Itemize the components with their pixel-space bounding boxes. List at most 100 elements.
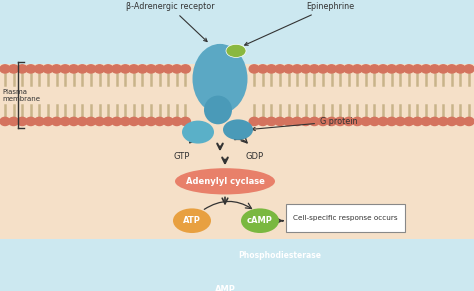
Bar [0,0,474,126]
Circle shape [352,65,362,73]
Ellipse shape [226,44,246,57]
Circle shape [26,65,36,73]
Circle shape [86,65,96,73]
Circle shape [369,65,380,73]
Text: cAMP: cAMP [247,216,273,225]
Circle shape [404,65,414,73]
Circle shape [301,65,311,73]
Text: Phosphodiesterase: Phosphodiesterase [238,251,321,260]
Ellipse shape [233,244,328,267]
Circle shape [421,65,431,73]
Ellipse shape [182,120,214,143]
Circle shape [60,65,70,73]
Circle shape [35,65,45,73]
Circle shape [266,117,276,125]
Text: β-Adrenergic receptor: β-Adrenergic receptor [126,2,214,42]
Circle shape [9,65,18,73]
Circle shape [283,117,293,125]
Circle shape [447,65,457,73]
Circle shape [129,117,139,125]
Circle shape [301,117,311,125]
Circle shape [155,65,164,73]
Circle shape [17,117,27,125]
Circle shape [258,117,268,125]
Circle shape [103,117,113,125]
Circle shape [327,117,337,125]
Circle shape [335,65,345,73]
Circle shape [172,117,182,125]
Circle shape [0,65,10,73]
Circle shape [17,65,27,73]
Text: AMP: AMP [215,285,236,291]
Circle shape [369,117,380,125]
Circle shape [318,117,328,125]
Circle shape [344,65,354,73]
Circle shape [112,65,122,73]
Circle shape [283,65,293,73]
Circle shape [327,65,337,73]
Circle shape [275,65,285,73]
Circle shape [172,65,182,73]
Circle shape [378,117,388,125]
Circle shape [352,117,362,125]
Circle shape [438,65,448,73]
Circle shape [9,117,18,125]
Circle shape [112,117,122,125]
FancyBboxPatch shape [286,204,405,232]
Circle shape [378,65,388,73]
Circle shape [447,117,457,125]
Circle shape [60,117,70,125]
Circle shape [456,65,465,73]
Ellipse shape [206,277,244,291]
Circle shape [387,65,397,73]
Circle shape [0,117,10,125]
Circle shape [258,65,268,73]
Ellipse shape [241,208,279,233]
Text: Plasma
membrane: Plasma membrane [2,89,40,102]
Circle shape [412,65,422,73]
Circle shape [137,117,147,125]
Circle shape [292,65,302,73]
Circle shape [361,117,371,125]
Circle shape [86,117,96,125]
Circle shape [404,117,414,125]
Circle shape [464,65,474,73]
Circle shape [77,65,87,73]
Circle shape [438,117,448,125]
Text: ATP: ATP [183,216,201,225]
Circle shape [155,117,164,125]
Circle shape [249,117,259,125]
Circle shape [292,117,302,125]
Text: G protein: G protein [252,117,357,131]
Circle shape [335,117,345,125]
Circle shape [163,65,173,73]
Circle shape [181,65,191,73]
Circle shape [266,65,276,73]
Circle shape [69,117,79,125]
Circle shape [361,65,371,73]
Bar [0,64,474,239]
Text: Epinephrine: Epinephrine [245,2,354,45]
Circle shape [344,117,354,125]
Circle shape [103,65,113,73]
Text: Cell-specific response occurs: Cell-specific response occurs [293,215,398,221]
Circle shape [146,117,156,125]
Circle shape [387,117,397,125]
Circle shape [26,117,36,125]
Circle shape [137,65,147,73]
Text: GDP: GDP [246,152,264,161]
Ellipse shape [192,44,247,114]
Circle shape [52,117,62,125]
Circle shape [310,117,319,125]
Circle shape [429,65,439,73]
Circle shape [146,65,156,73]
Circle shape [120,117,130,125]
Circle shape [43,65,53,73]
Circle shape [456,117,465,125]
Ellipse shape [223,119,253,140]
Text: GTP: GTP [174,152,190,161]
Circle shape [69,65,79,73]
Circle shape [129,65,139,73]
Circle shape [395,117,405,125]
Circle shape [249,65,259,73]
